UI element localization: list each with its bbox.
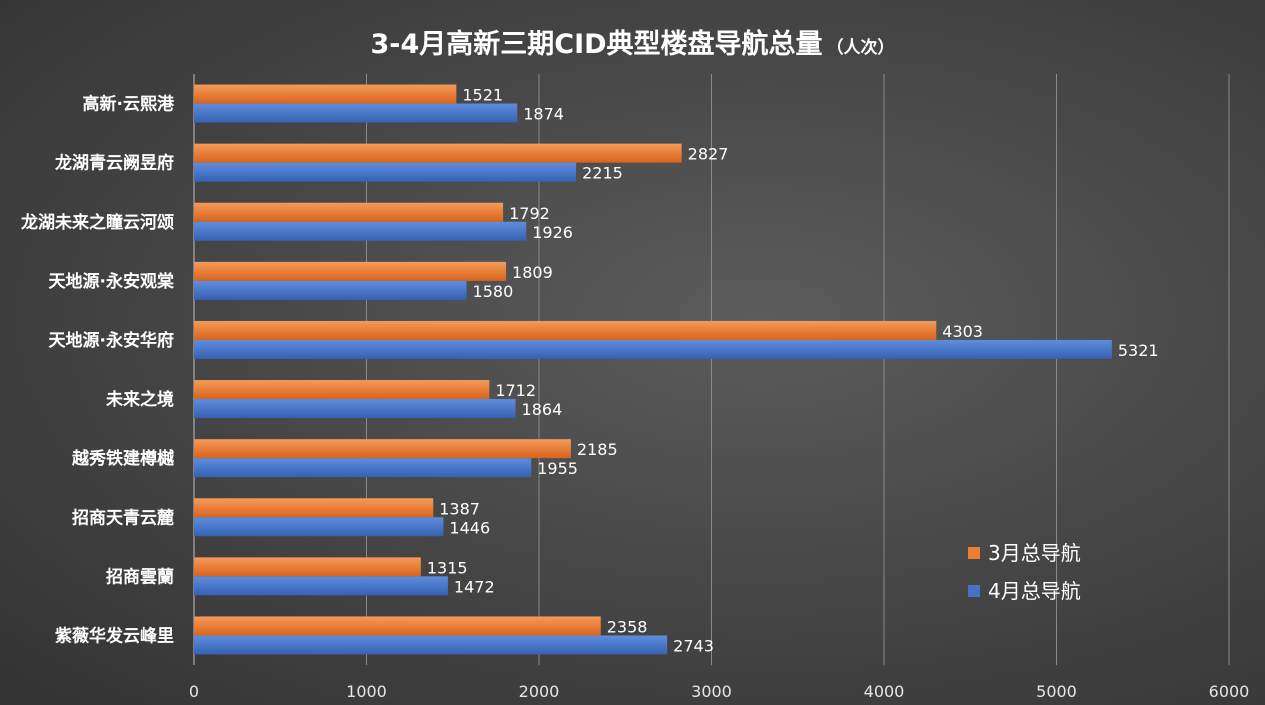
bar-april	[194, 280, 467, 300]
value-label: 1521	[462, 86, 503, 105]
bars	[194, 84, 1112, 655]
x-tick-label: 1000	[346, 682, 387, 701]
legend: 3月总导航 4月总导航	[968, 541, 1081, 603]
chart-title-unit: （人次）	[826, 38, 895, 58]
legend-swatch-april	[968, 585, 980, 597]
value-label: 4303	[942, 322, 983, 341]
value-label: 1315	[427, 558, 468, 577]
bar-march	[194, 439, 571, 459]
value-label: 2215	[582, 164, 623, 183]
bar-march	[194, 380, 490, 400]
bar-march	[194, 202, 504, 222]
category-label: 未来之境	[105, 389, 174, 410]
bar-march	[194, 557, 421, 577]
value-label: 2185	[577, 440, 618, 459]
category-label: 高新·云熙港	[83, 94, 175, 115]
bar-march	[194, 498, 434, 518]
legend-label: 3月总导航	[988, 541, 1081, 565]
value-label: 1864	[522, 400, 563, 419]
bar-march	[194, 84, 457, 104]
value-label: 1387	[439, 499, 480, 518]
value-label: 1792	[509, 204, 550, 223]
category-label: 招商雲蘭	[106, 566, 174, 587]
value-label: 2827	[688, 145, 729, 164]
bar-march	[194, 143, 682, 163]
value-label: 5321	[1118, 341, 1159, 360]
legend-label: 4月总导航	[988, 579, 1081, 603]
x-tick-label: 3000	[691, 682, 732, 701]
value-label: 1580	[473, 282, 514, 301]
category-label: 龙湖青云阙昱府	[54, 153, 174, 174]
bar-march	[194, 261, 507, 281]
chart-title: 3-4月高新三期CID典型楼盘导航总量 （人次）	[0, 22, 1265, 61]
bar-april	[194, 339, 1112, 359]
x-tick-label: 0	[189, 682, 199, 701]
value-label: 1874	[523, 105, 564, 124]
bar-april	[194, 103, 518, 123]
bar-april	[194, 221, 527, 241]
category-label: 天地源·永安华府	[49, 330, 174, 351]
bar-april	[194, 635, 668, 655]
x-tick-label: 5000	[1036, 682, 1077, 701]
bar-april	[194, 458, 532, 478]
value-label: 1809	[512, 263, 553, 282]
category-label: 越秀铁建樽樾	[71, 448, 175, 469]
bar-march	[194, 320, 937, 340]
bar-april	[194, 517, 444, 537]
bar-april	[194, 162, 577, 182]
chart-title-text: 3-4月高新三期CID典型楼盘导航总量	[370, 29, 823, 60]
category-label: 招商天青云麓	[72, 507, 174, 528]
value-label: 2358	[607, 617, 648, 636]
value-label: 1712	[495, 381, 536, 400]
legend-swatch-march	[968, 547, 980, 559]
category-label: 天地源·永安观棠	[49, 271, 175, 292]
labels: 0 1000 2000 3000 4000 5000 6000 高新·云熙港 1521 1874 龙…	[20, 86, 1249, 701]
category-label: 紫薇华发云峰里	[55, 625, 174, 646]
value-label: 1446	[449, 518, 490, 537]
value-label: 1926	[532, 223, 573, 242]
value-label: 2743	[673, 636, 714, 655]
bar-march	[194, 616, 601, 636]
category-label: 龙湖未来之瞳云河颂	[20, 212, 174, 233]
bar-april	[194, 576, 448, 596]
bar-april	[194, 399, 516, 419]
x-tick-label: 6000	[1209, 682, 1250, 701]
x-tick-label: 2000	[519, 682, 560, 701]
x-tick-label: 4000	[864, 682, 905, 701]
value-label: 1955	[537, 459, 578, 478]
value-label: 1472	[454, 577, 495, 596]
